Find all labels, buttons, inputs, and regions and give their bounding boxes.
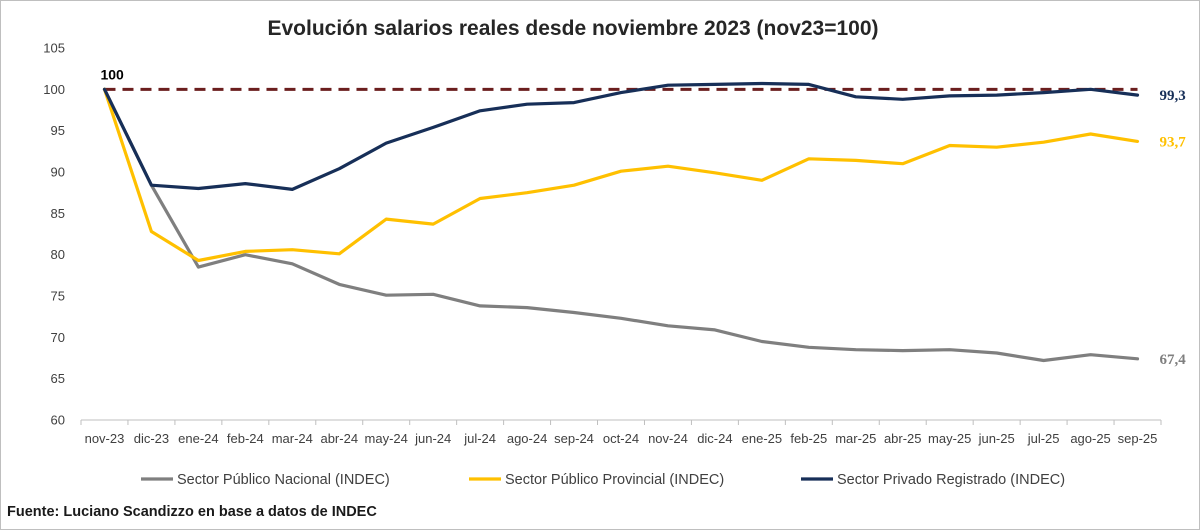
legend-label: Sector Privado Registrado (INDEC) bbox=[837, 472, 1065, 488]
x-tick-label: abr-24 bbox=[320, 431, 358, 446]
x-tick-label: jul-25 bbox=[1027, 431, 1060, 446]
x-tick-label: jun-24 bbox=[414, 431, 451, 446]
series-line-sector-privado-registrado bbox=[102, 81, 1140, 191]
y-tick-label: 100 bbox=[43, 82, 65, 97]
x-tick-label: ene-25 bbox=[742, 431, 782, 446]
legend-label: Sector Público Provincial (INDEC) bbox=[505, 472, 724, 488]
x-tick-label: dic-24 bbox=[697, 431, 732, 446]
x-axis: nov-23 dic-23 ene-24 feb-24 mar-24 abr-24 may-… bbox=[80, 419, 1162, 446]
x-tick-label: mar-25 bbox=[835, 431, 876, 446]
end-value-label: 67,4 bbox=[1160, 352, 1187, 368]
x-tick-label: feb-24 bbox=[227, 431, 264, 446]
x-tick-label: abr-25 bbox=[884, 431, 922, 446]
x-tick-label: mar-24 bbox=[272, 431, 313, 446]
x-tick-label: ago-24 bbox=[507, 431, 547, 446]
series-line-sector-publico-nacional bbox=[102, 87, 1140, 363]
legend-label: Sector Público Nacional (INDEC) bbox=[177, 472, 390, 488]
x-tick-label: sep-25 bbox=[1118, 431, 1158, 446]
y-tick-label: 60 bbox=[51, 413, 65, 428]
y-tick-label: 80 bbox=[51, 247, 65, 262]
y-tick-label: 65 bbox=[51, 371, 65, 386]
data-labels: 67,4 93,7 99,3 100 bbox=[100, 66, 1186, 367]
start-value-label: 100 bbox=[100, 66, 124, 82]
x-tick-label: dic-23 bbox=[134, 431, 169, 446]
series-lines bbox=[102, 81, 1140, 363]
x-tick-label: may-25 bbox=[928, 431, 971, 446]
chart-title: Evolución salarios reales desde noviembr… bbox=[267, 17, 878, 40]
x-tick-label: sep-24 bbox=[554, 431, 594, 446]
y-tick-label: 70 bbox=[51, 330, 65, 345]
y-axis-ticks: 60 65 70 75 80 85 90 95 100 105 bbox=[43, 41, 65, 428]
y-tick-label: 75 bbox=[51, 289, 65, 304]
x-tick-label: jul-24 bbox=[463, 431, 496, 446]
y-tick-label: 85 bbox=[51, 206, 65, 221]
legend: Sector Público Nacional (INDEC) Sector Pú… bbox=[141, 472, 1065, 488]
x-tick-label: ene-24 bbox=[178, 431, 218, 446]
source-note: Fuente: Luciano Scandizzo en base a dato… bbox=[7, 504, 377, 520]
series-line-sector-publico-provincial bbox=[102, 87, 1140, 263]
y-tick-label: 105 bbox=[43, 41, 65, 56]
x-tick-label: ago-25 bbox=[1070, 431, 1110, 446]
x-tick-label: nov-24 bbox=[648, 431, 688, 446]
y-tick-label: 95 bbox=[51, 123, 65, 138]
x-tick-label: may-24 bbox=[365, 431, 408, 446]
x-tick-label: jun-25 bbox=[978, 431, 1015, 446]
end-value-label: 93,7 bbox=[1160, 134, 1187, 150]
end-value-label: 99,3 bbox=[1160, 88, 1186, 104]
x-tick-label: feb-25 bbox=[790, 431, 827, 446]
x-tick-label: oct-24 bbox=[603, 431, 639, 446]
y-tick-label: 90 bbox=[51, 165, 65, 180]
x-tick-label: nov-23 bbox=[85, 431, 125, 446]
